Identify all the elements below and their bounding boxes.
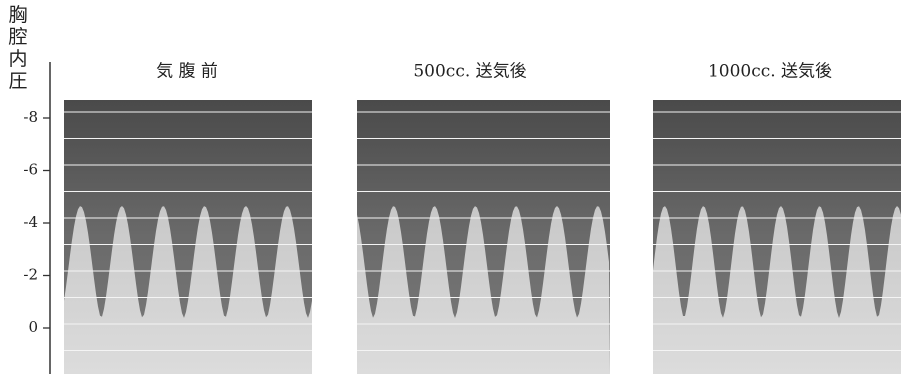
y-tick-label: 0 [28,318,38,336]
y-axis-label: 腔 [8,26,27,48]
y-axis-label: 胸 [8,4,27,26]
panel-title: 1000cc. 送気後 [708,62,832,82]
panel-title: 気 腹 前 [156,62,218,82]
figure: 胸腔内圧 -8 -6 -4 -2 0 気 腹 前 500cc. 送気後 1000cc. 送気後 [0,0,901,374]
y-axis-label: 圧 [8,70,27,92]
y-tick-label: -6 [23,161,38,179]
trace-panel [357,100,610,374]
y-tick-label: -8 [23,108,38,126]
trace-panel [64,100,312,374]
y-tick-label: -4 [23,213,38,231]
trace-panel [653,100,901,374]
panel-title: 500cc. 送気後 [413,62,526,82]
y-axis-label: 内 [8,48,27,70]
y-tick-label: -2 [23,266,38,284]
